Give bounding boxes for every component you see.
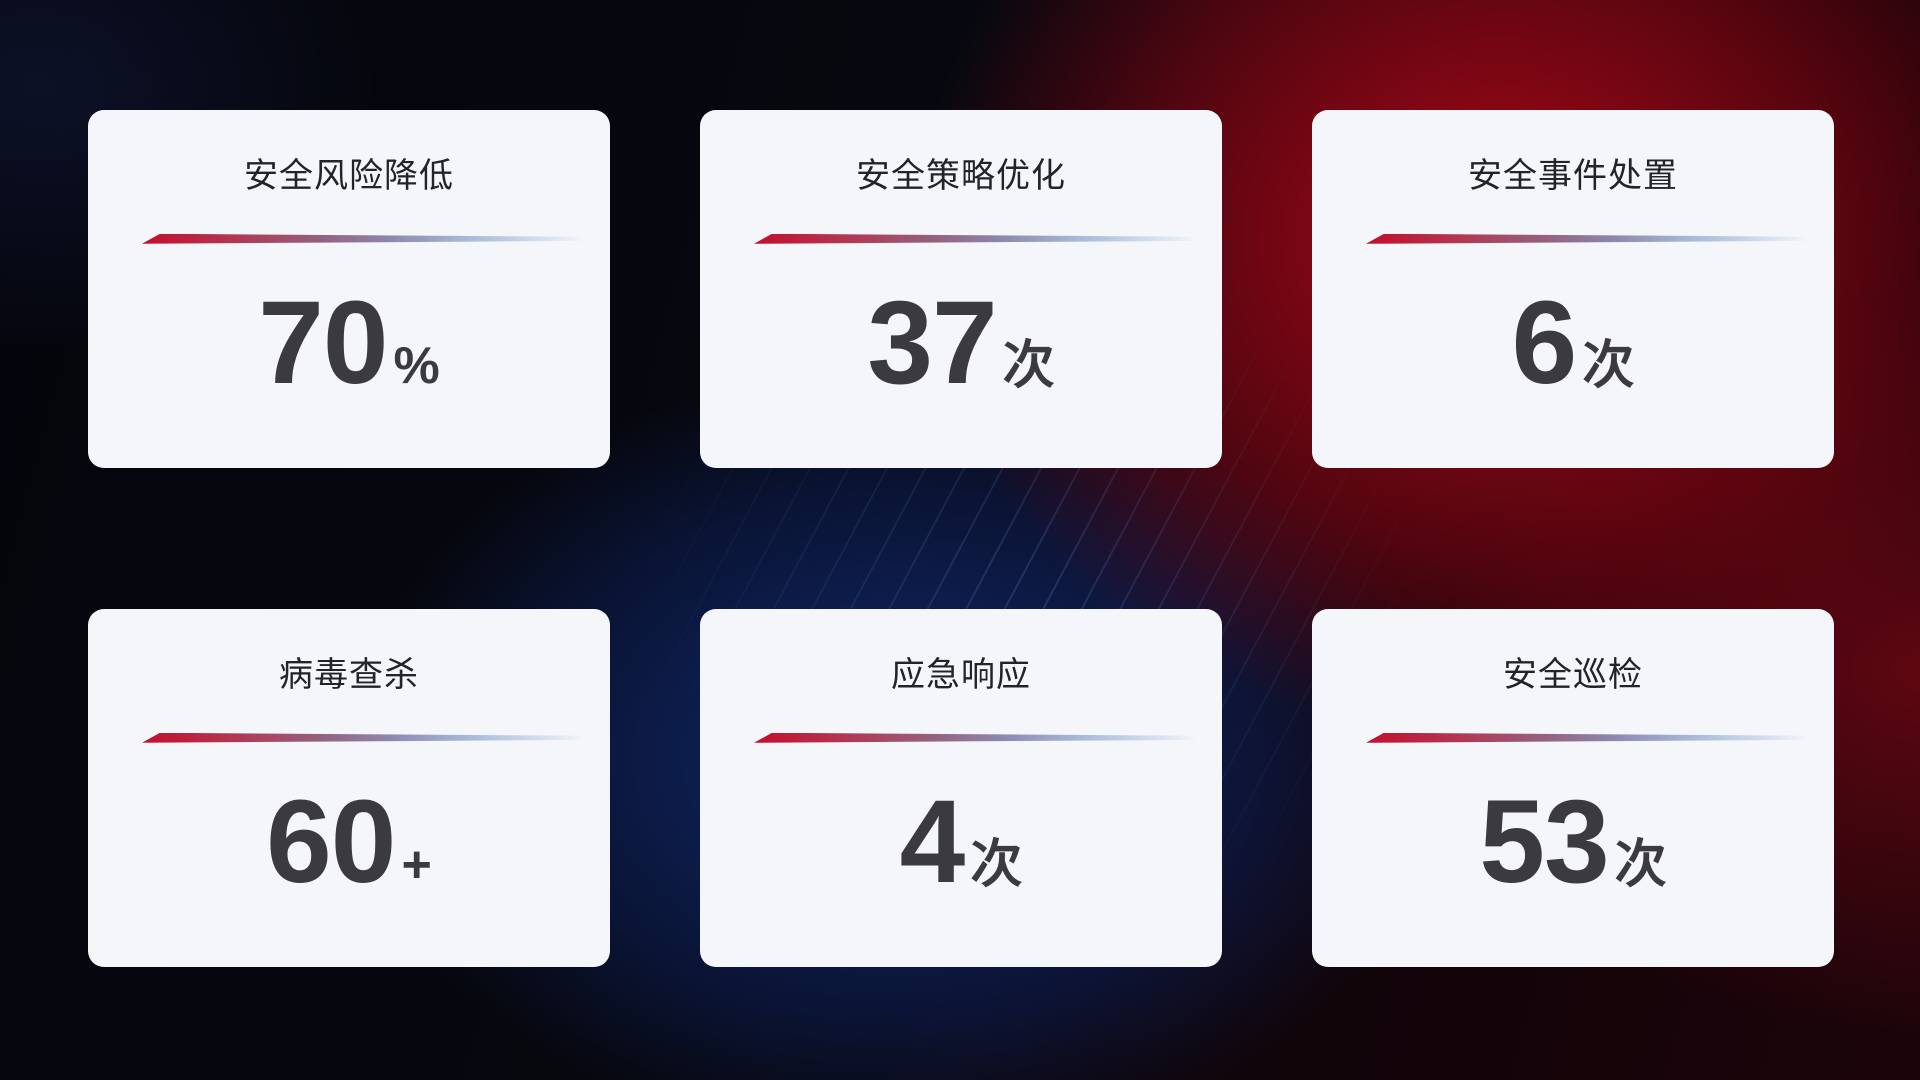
stat-unit: 次 — [1002, 336, 1055, 395]
stat-value: 53 — [1479, 775, 1609, 908]
stat-unit: 次 — [970, 835, 1023, 894]
card-title: 病毒查杀 — [279, 656, 419, 694]
stat-card-security-inspection: 安全巡检 53 次 — [1312, 609, 1834, 967]
gradient-divider-line — [1366, 732, 1818, 743]
stat-unit: 次 — [1582, 336, 1635, 395]
gradient-divider-line — [142, 732, 594, 743]
stat-card-policy-optimization: 安全策略优化 37 次 — [700, 110, 1222, 468]
stat-value: 6 — [1511, 276, 1578, 409]
stat-card-virus-scan: 病毒查杀 60 + — [88, 609, 610, 967]
stat-value: 60 — [266, 775, 396, 908]
gradient-divider-line — [142, 233, 594, 244]
stat-unit: + — [401, 835, 432, 894]
gradient-divider-line — [754, 732, 1206, 743]
card-title: 安全事件处置 — [1468, 157, 1678, 195]
card-title: 安全策略优化 — [856, 157, 1066, 195]
stat-value: 37 — [867, 276, 997, 409]
stat-unit: % — [393, 336, 440, 395]
card-title: 应急响应 — [891, 656, 1031, 694]
card-title: 安全巡检 — [1503, 656, 1643, 694]
gradient-divider-line — [754, 233, 1206, 244]
gradient-divider-line — [1366, 233, 1818, 244]
stat-card-risk-reduction: 安全风险降低 70% — [88, 110, 610, 468]
stat-value-row: 60 + — [266, 783, 432, 901]
stat-value-row: 70% — [258, 284, 440, 402]
stat-value-row: 37 次 — [867, 284, 1054, 402]
stat-unit: 次 — [1614, 835, 1667, 894]
stat-value: 4 — [899, 775, 966, 908]
card-title: 安全风险降低 — [244, 157, 454, 195]
stat-value-row: 53 次 — [1479, 783, 1666, 901]
stat-value: 70 — [258, 276, 388, 409]
